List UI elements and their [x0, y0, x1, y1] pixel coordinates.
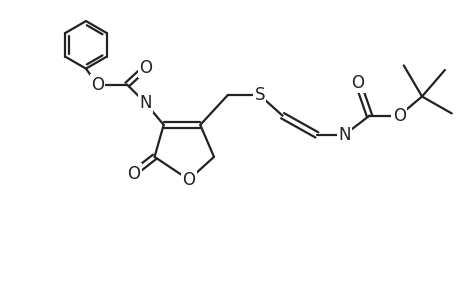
Text: O: O — [392, 107, 405, 125]
Text: O: O — [91, 76, 104, 94]
Text: O: O — [127, 165, 140, 183]
Text: N: N — [337, 126, 350, 144]
Text: O: O — [351, 74, 364, 92]
Text: O: O — [139, 59, 151, 77]
Text: O: O — [182, 171, 195, 189]
Text: S: S — [254, 86, 264, 104]
Text: N: N — [139, 94, 151, 112]
